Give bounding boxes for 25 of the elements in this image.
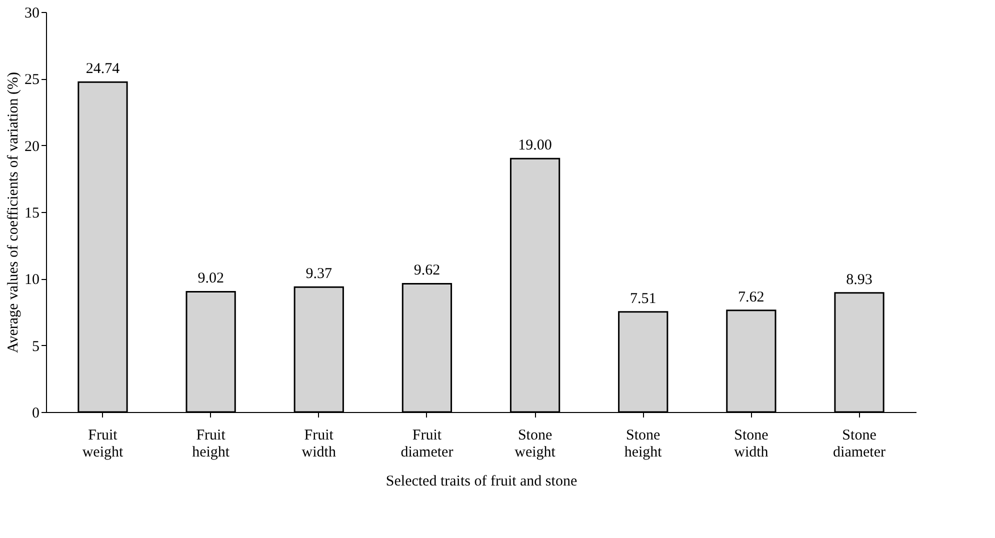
data-label: 24.74 (86, 61, 120, 78)
data-label: 7.51 (630, 290, 656, 307)
x-tick-label: Fruit width (302, 428, 336, 460)
x-tick-label: Stone width (734, 428, 769, 460)
y-tick-label: 5 (32, 338, 40, 355)
y-tick-label: 25 (24, 72, 40, 88)
x-tick-label: Stone weight (514, 428, 556, 460)
x-tick-label: Fruit height (192, 428, 230, 460)
y-tick-label: 0 (32, 406, 40, 422)
data-label: 9.62 (414, 262, 440, 279)
y-axis-title: Average values of coefficients of variation (%) (6, 72, 22, 353)
data-label: 7.62 (738, 289, 764, 306)
y-tick-label: 10 (24, 272, 40, 288)
y-tick-label: 20 (24, 138, 40, 155)
x-axis-title: Selected traits of fruit and stone (386, 474, 578, 490)
x-tick-label: Fruit diameter (400, 428, 454, 460)
y-tick-label: 30 (24, 6, 40, 22)
data-label: 19.00 (518, 138, 552, 154)
x-tick-label: Stone diameter (833, 428, 886, 460)
x-tick-label: Stone height (624, 428, 663, 460)
y-tick-label: 15 (24, 206, 40, 222)
data-label: 9.02 (198, 270, 224, 287)
data-label: 9.37 (306, 266, 333, 282)
data-label: 8.93 (846, 272, 872, 288)
x-tick-label: Fruit weight (82, 428, 124, 460)
